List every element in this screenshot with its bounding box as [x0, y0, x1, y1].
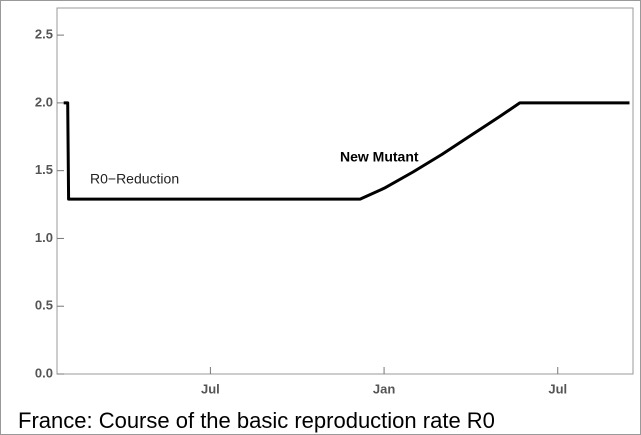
y-tick-label: 1.5 [35, 162, 53, 177]
x-tick-label: Jul [201, 381, 220, 396]
caption: France: Course of the basic reproduction… [18, 408, 495, 433]
y-tick-label: 2.5 [35, 27, 53, 42]
y-tick-label: 0.5 [35, 298, 53, 313]
annotation: New Mutant [340, 149, 419, 165]
annotation: R0−Reduction [90, 171, 179, 187]
y-tick-label: 0.0 [35, 365, 53, 380]
y-tick-label: 1.0 [35, 230, 53, 245]
x-tick-label: Jan [373, 381, 395, 396]
data-line [63, 101, 630, 201]
x-tick-label: Jul [548, 381, 567, 396]
y-tick-label: 2.0 [35, 94, 53, 109]
plot-area [56, 7, 634, 375]
